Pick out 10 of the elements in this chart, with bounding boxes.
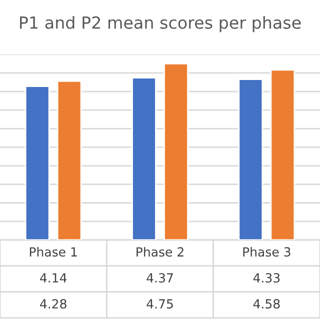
data-label: 4.58 <box>253 299 280 309</box>
data-label: 4.14 <box>40 273 67 282</box>
data-label: 4.37 <box>146 273 173 283</box>
x-tick-label: Phase 3 <box>243 246 290 257</box>
data-label: 4.28 <box>40 299 66 309</box>
data-label: 4.33 <box>253 273 280 283</box>
x-tick-label: Phase 2 <box>136 246 184 257</box>
chart-title: P1 and P2 mean scores per phase <box>20 16 301 32</box>
data-label: 4.75 <box>146 299 173 309</box>
x-tick-label: Phase 1 <box>30 246 77 257</box>
